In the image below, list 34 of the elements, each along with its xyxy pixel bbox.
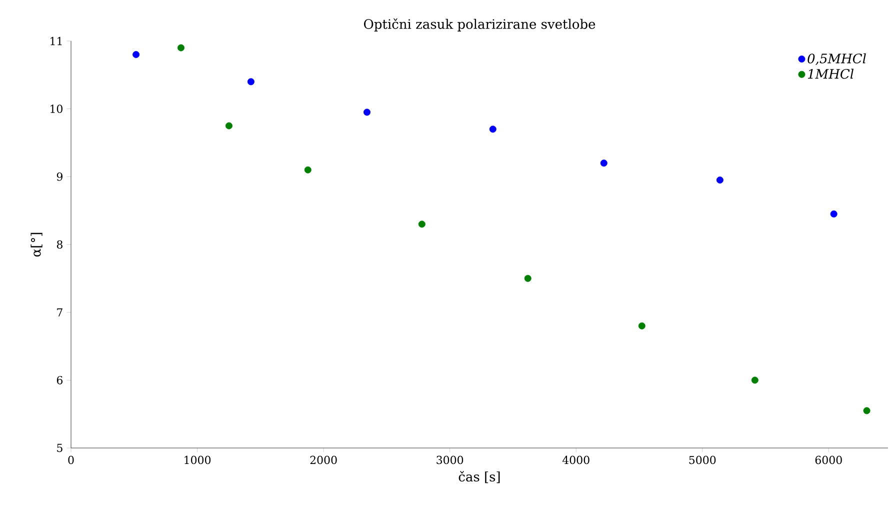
- point: [524, 274, 532, 282]
- point: [716, 176, 724, 184]
- legend-label: 1MHCl: [808, 68, 854, 79]
- x-tick-label: 3000: [436, 456, 464, 464]
- x-tick-label: 6000: [815, 456, 842, 464]
- x-tick-label: 4000: [562, 456, 590, 464]
- y-tick-label: 10: [50, 104, 62, 113]
- point: [225, 122, 232, 130]
- point: [304, 166, 312, 174]
- point: [600, 160, 608, 167]
- y-tick-label: 9: [56, 172, 62, 181]
- x-axis-title: čas [s]: [458, 470, 500, 484]
- point: [177, 44, 184, 52]
- point: [830, 210, 838, 218]
- x-tick-label: 0: [68, 456, 74, 464]
- point: [418, 220, 426, 228]
- point: [132, 51, 140, 58]
- x-tick-label: 5000: [689, 456, 716, 464]
- point: [247, 78, 254, 86]
- point: [489, 126, 496, 133]
- y-tick-label: 11: [50, 36, 62, 46]
- point: [363, 108, 370, 116]
- legend-label: 0,5MHCl: [808, 53, 866, 65]
- y-tick-label: 6: [56, 376, 63, 384]
- chart-title: Optični zasuk polarizirane svetlobe: [364, 18, 596, 32]
- point: [638, 322, 646, 330]
- y-tick-label: 5: [57, 444, 62, 452]
- y-tick-label: 7: [57, 308, 62, 316]
- point: [863, 407, 870, 414]
- point: [751, 376, 758, 384]
- y-tick-label: 8: [56, 240, 62, 249]
- x-tick-label: 1000: [184, 456, 211, 464]
- x-tick-label: 2000: [310, 456, 337, 464]
- y-axis-title: α[°]: [30, 232, 42, 257]
